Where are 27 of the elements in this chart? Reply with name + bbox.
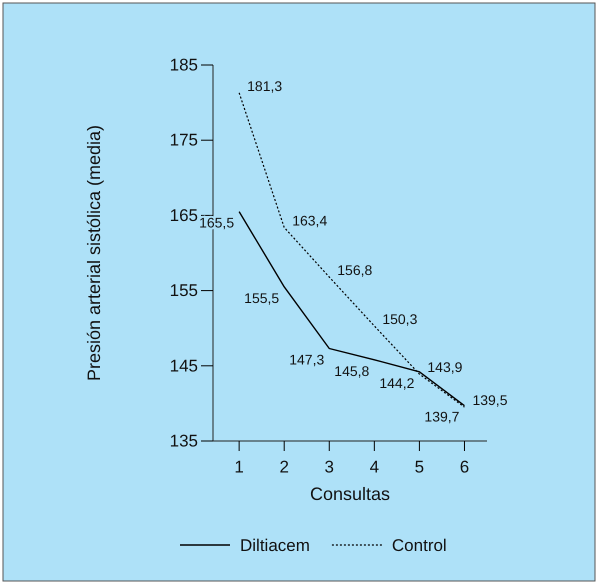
y-tick-label: 155 <box>170 281 198 300</box>
y-axis-title: Presión arterial sistólica (media) <box>84 124 104 382</box>
data-label: 145,8 <box>334 362 370 379</box>
x-axis-title: Consultas <box>310 484 390 504</box>
x-tick-label: 2 <box>279 458 289 477</box>
legend-label: Diltiacem <box>240 536 310 555</box>
x-tick-label: 5 <box>414 458 424 477</box>
y-tick-label: 165 <box>170 206 198 225</box>
x-tick-label: 1 <box>234 458 244 477</box>
data-label: 181,3 <box>247 78 282 94</box>
y-tick-label: 185 <box>170 55 198 74</box>
data-label: 139,7 <box>424 408 460 425</box>
x-tick-label: 4 <box>370 458 380 477</box>
data-label: 144,2 <box>379 374 415 391</box>
y-tick-label: 145 <box>170 356 198 376</box>
data-label: 147,3 <box>289 352 324 368</box>
x-tick-label: 6 <box>460 458 470 477</box>
data-label: 150,3 <box>382 310 418 327</box>
y-tick-label: 135 <box>170 431 198 450</box>
data-label: 155,5 <box>244 290 280 306</box>
data-label: 143,9 <box>427 359 463 376</box>
legend-label: Control <box>392 536 447 555</box>
data-label: 163,4 <box>292 212 328 228</box>
data-label: 139,5 <box>472 392 508 408</box>
x-tick-label: 3 <box>324 458 334 477</box>
data-label: 156,8 <box>337 262 373 278</box>
y-tick-label: 175 <box>170 130 198 150</box>
